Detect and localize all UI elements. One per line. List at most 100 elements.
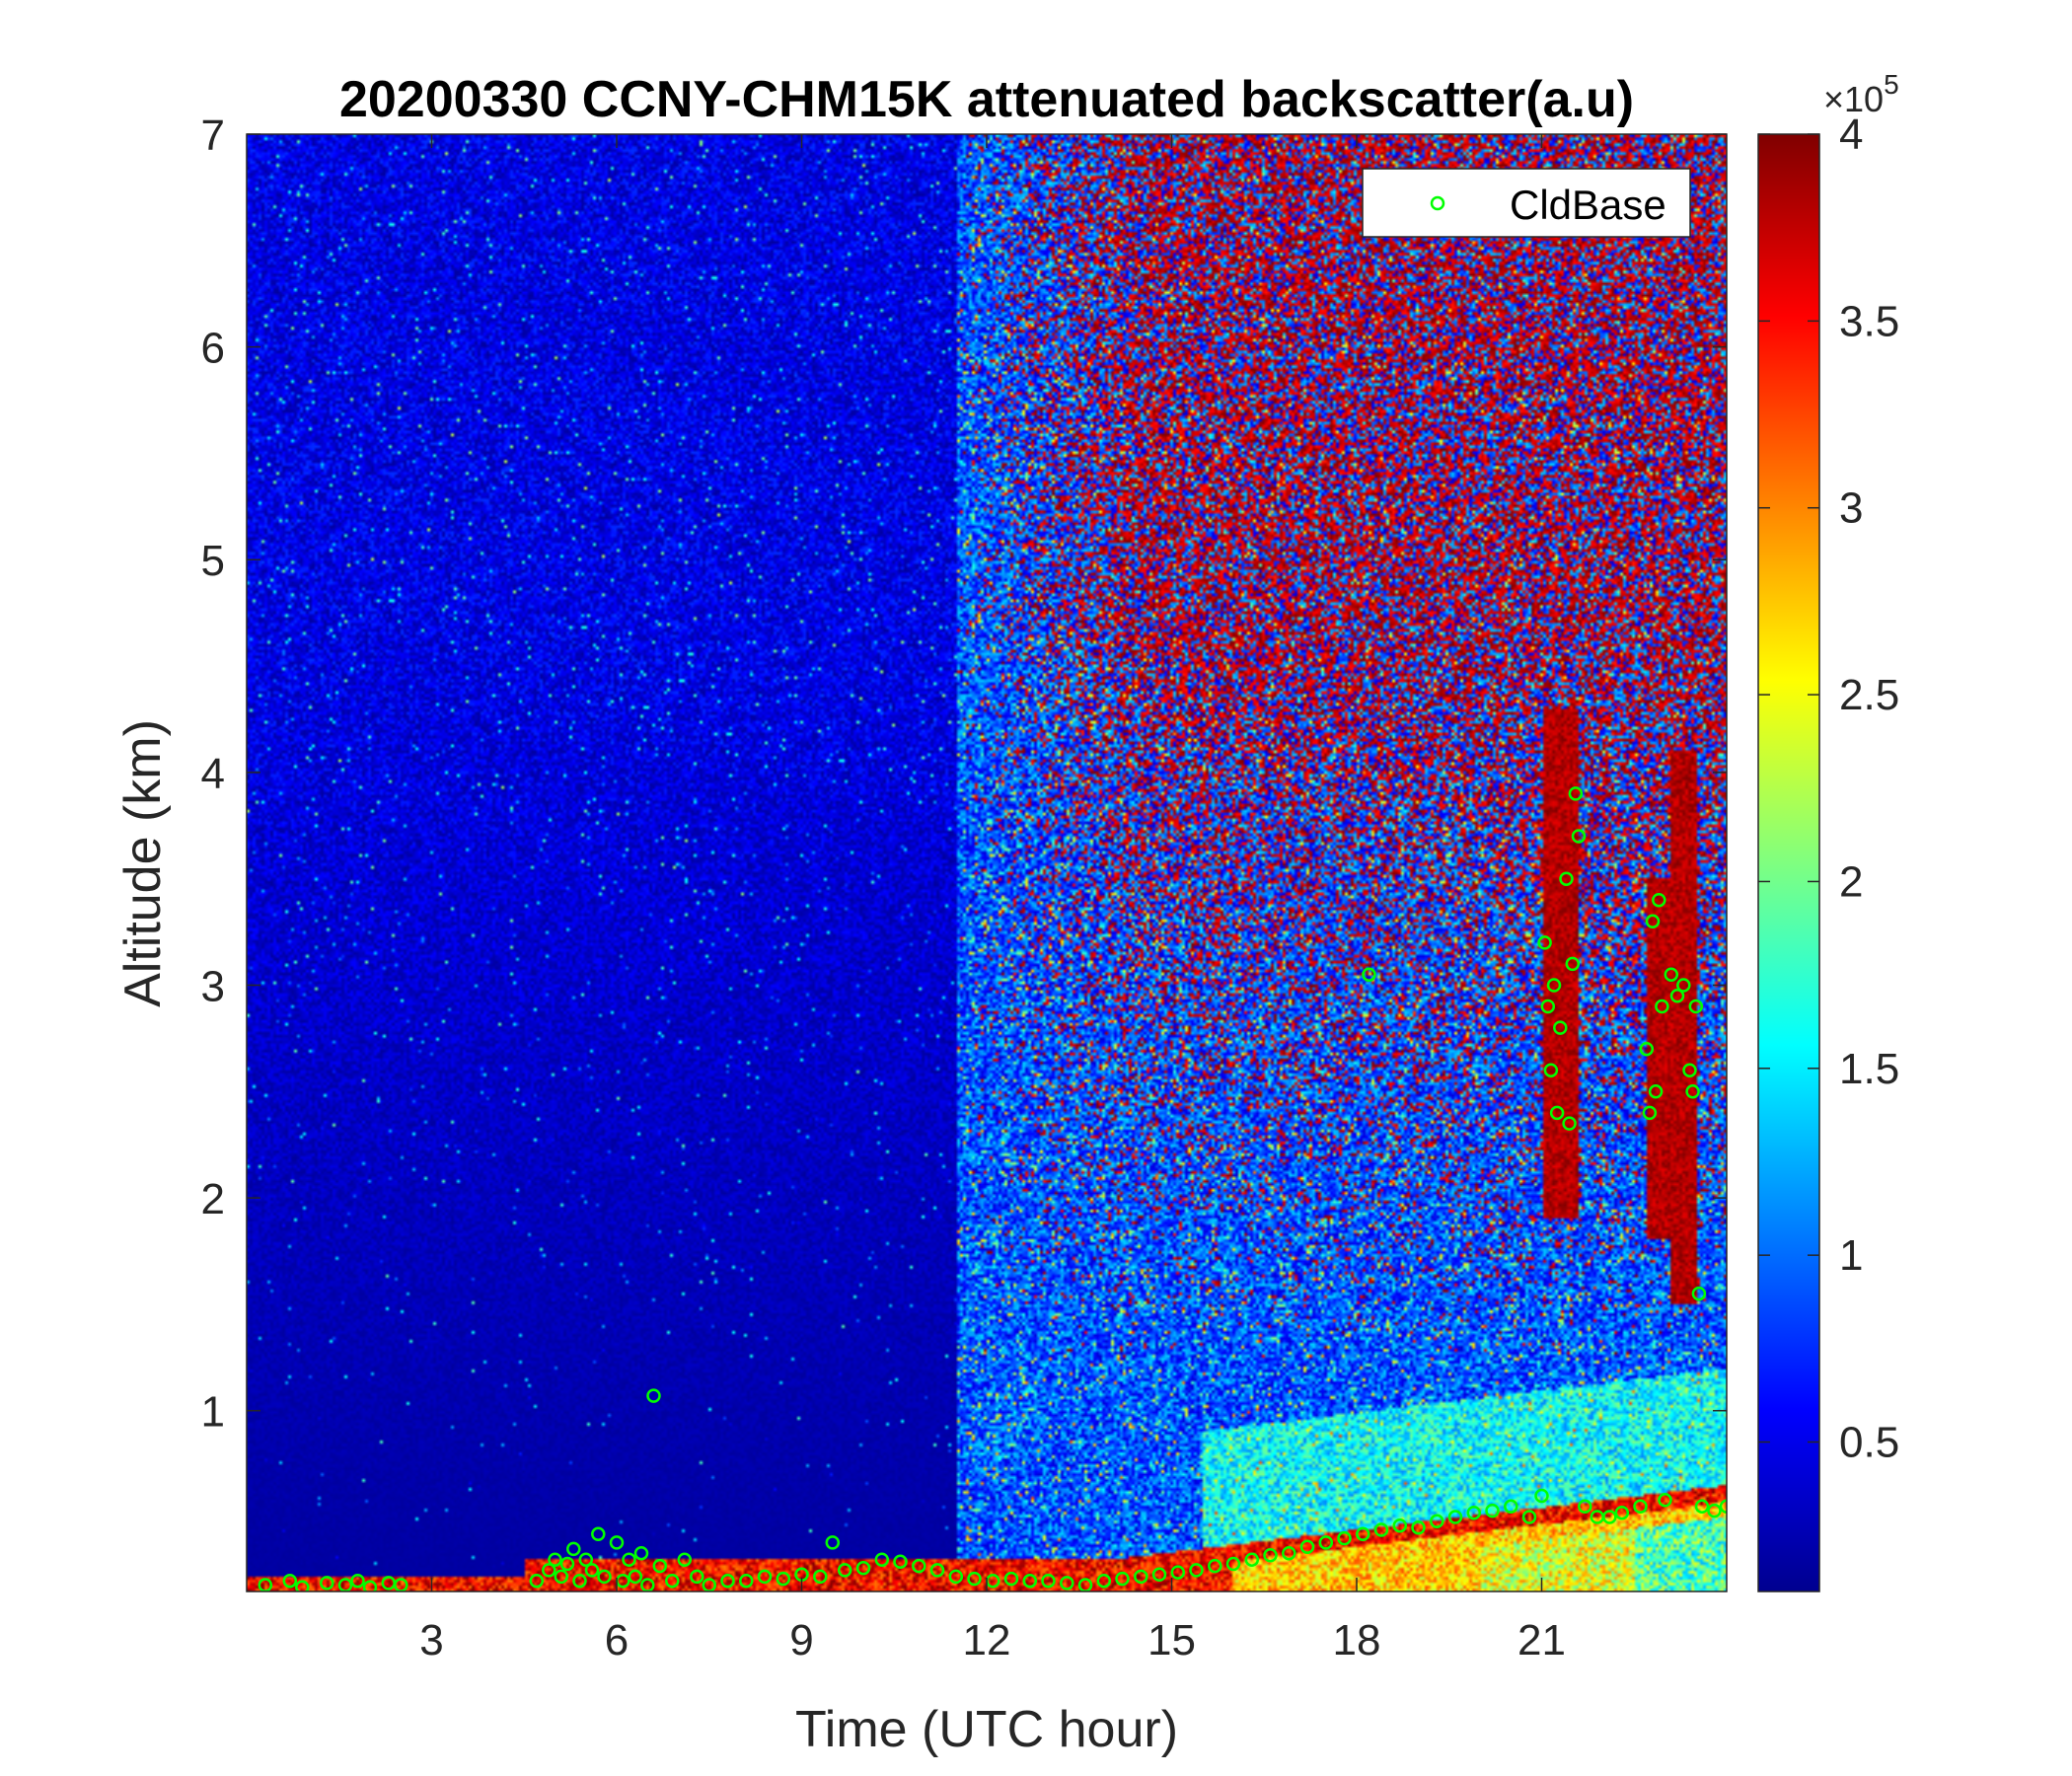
cldbase-point bbox=[893, 1554, 908, 1570]
y-axis: 1 2 3 4 5 6 7 bbox=[201, 111, 1727, 1437]
cldbase-point bbox=[1537, 935, 1552, 950]
cldbase-point bbox=[1543, 1063, 1559, 1077]
cldbase-point bbox=[1356, 1526, 1370, 1542]
cldbase-point bbox=[578, 1552, 594, 1567]
cldbase-point bbox=[1362, 967, 1376, 982]
cldbase-point bbox=[1546, 978, 1562, 993]
cldbase-point bbox=[1578, 1499, 1592, 1515]
cldbase-point bbox=[548, 1552, 562, 1567]
x-tick-label: 12 bbox=[963, 1616, 1011, 1665]
cldbase-point bbox=[1134, 1569, 1148, 1585]
cldbase-point bbox=[825, 1535, 841, 1550]
x-tick-label: 9 bbox=[789, 1616, 813, 1665]
cldbase-point bbox=[1521, 1510, 1537, 1524]
cldbase-point bbox=[1565, 956, 1581, 972]
cldbase-point bbox=[1022, 1573, 1038, 1589]
cldbase-point bbox=[1244, 1552, 1260, 1567]
cldbase-point bbox=[1540, 999, 1556, 1014]
cldbase-point bbox=[572, 1573, 587, 1589]
colorbar-tick-label: 4 bbox=[1839, 111, 1863, 159]
cldbase-point bbox=[633, 1545, 649, 1561]
cldbase-point bbox=[1553, 1020, 1568, 1035]
cldbase-point bbox=[566, 1541, 581, 1557]
y-tick-label: 1 bbox=[201, 1388, 225, 1437]
colorbar-tick-label: 2 bbox=[1839, 857, 1863, 906]
cldbase-point bbox=[652, 1558, 668, 1574]
cldbase-point bbox=[1225, 1556, 1241, 1572]
cldbase-point bbox=[628, 1569, 643, 1585]
cldbase-point bbox=[948, 1569, 964, 1585]
cldbase-point bbox=[282, 1573, 298, 1589]
cldbase-point bbox=[776, 1571, 791, 1587]
colorbar-tick-label: 2.5 bbox=[1839, 671, 1899, 719]
colorbar-tick-label: 3 bbox=[1839, 484, 1863, 533]
cldbase-point bbox=[1041, 1573, 1056, 1589]
cldbase-point bbox=[350, 1573, 365, 1589]
colorbar-tick-label: 0.5 bbox=[1839, 1419, 1899, 1467]
y-tick-label: 3 bbox=[201, 962, 225, 1010]
cldbase-point bbox=[1318, 1535, 1334, 1550]
cldbase-point bbox=[1485, 1503, 1500, 1518]
cldbase-point bbox=[1642, 1105, 1658, 1121]
cldbase-point bbox=[529, 1573, 545, 1589]
cldbase-point bbox=[1669, 989, 1685, 1003]
cldbase-point bbox=[739, 1573, 754, 1589]
x-tick-label: 18 bbox=[1333, 1616, 1381, 1665]
y-tick-label: 7 bbox=[201, 111, 225, 160]
y-tick-label: 4 bbox=[201, 750, 225, 798]
cldbase-point bbox=[1691, 1286, 1707, 1301]
cldbase-point bbox=[1682, 1063, 1697, 1077]
cldbase-point bbox=[855, 1561, 871, 1576]
cldbase-point bbox=[813, 1569, 828, 1585]
cldbase-point bbox=[665, 1573, 680, 1589]
cldbase-point bbox=[1707, 1503, 1722, 1518]
cldbase-point bbox=[1568, 786, 1584, 801]
cldbase-point bbox=[1571, 829, 1587, 844]
cldbase-point bbox=[967, 1571, 982, 1587]
legend-marker-cldbase bbox=[1430, 195, 1445, 211]
y-tick-label: 6 bbox=[201, 325, 225, 373]
cldbase-point bbox=[1466, 1505, 1482, 1520]
x-tick-label: 3 bbox=[419, 1616, 443, 1665]
colorbar-tick-label: 1.5 bbox=[1839, 1045, 1899, 1093]
cldbase-point bbox=[584, 1563, 600, 1578]
cldbase-point bbox=[1633, 1499, 1648, 1515]
cldbase-point bbox=[1602, 1510, 1617, 1524]
cldbase-point bbox=[677, 1552, 693, 1567]
cldbase-point bbox=[1060, 1576, 1074, 1591]
cldbase-point bbox=[1373, 1522, 1389, 1537]
cldbase-point bbox=[1115, 1571, 1130, 1587]
cldbase-point bbox=[1430, 1514, 1444, 1529]
cldbase-series bbox=[258, 786, 1727, 1591]
chart-title: 20200330 CCNY-CHM15K attenuated backscat… bbox=[339, 71, 1634, 128]
cldbase-point bbox=[1614, 1505, 1630, 1520]
legend: CldBase bbox=[1362, 168, 1691, 238]
cldbase-point bbox=[1170, 1565, 1186, 1580]
colorbar-multiplier: ×105 bbox=[1823, 69, 1899, 119]
cldbase-point bbox=[929, 1563, 945, 1578]
cldbase-point bbox=[1652, 892, 1666, 908]
colorbar-tick-label: 1 bbox=[1839, 1231, 1863, 1280]
cldbase-point bbox=[1664, 967, 1679, 982]
x-axis: 3 6 9 12 15 18 21 bbox=[419, 134, 1566, 1665]
cldbase-point bbox=[1189, 1563, 1204, 1578]
colorbar-gradient bbox=[1757, 133, 1820, 1592]
colorbar-tick-label: 3.5 bbox=[1839, 297, 1899, 345]
cldbase-point bbox=[1534, 1488, 1549, 1504]
cldbase-point bbox=[1648, 1084, 1664, 1099]
cldbase-point bbox=[1639, 1041, 1655, 1057]
cldbase-point bbox=[597, 1569, 612, 1585]
cldbase-point bbox=[622, 1552, 636, 1567]
colorbar-multiplier-exponent: 5 bbox=[1884, 69, 1899, 100]
cldbase-point bbox=[554, 1569, 569, 1585]
x-tick-label: 6 bbox=[605, 1616, 629, 1665]
legend-box bbox=[1362, 168, 1691, 238]
cldbase-point bbox=[1003, 1571, 1019, 1587]
cldbase-point bbox=[1559, 871, 1574, 886]
cldbase-point bbox=[1337, 1530, 1352, 1546]
cldbase-point bbox=[1685, 1084, 1700, 1099]
cldbase-point bbox=[1688, 999, 1704, 1014]
cldbase-point bbox=[1299, 1539, 1315, 1554]
cldbase-point bbox=[591, 1526, 606, 1542]
